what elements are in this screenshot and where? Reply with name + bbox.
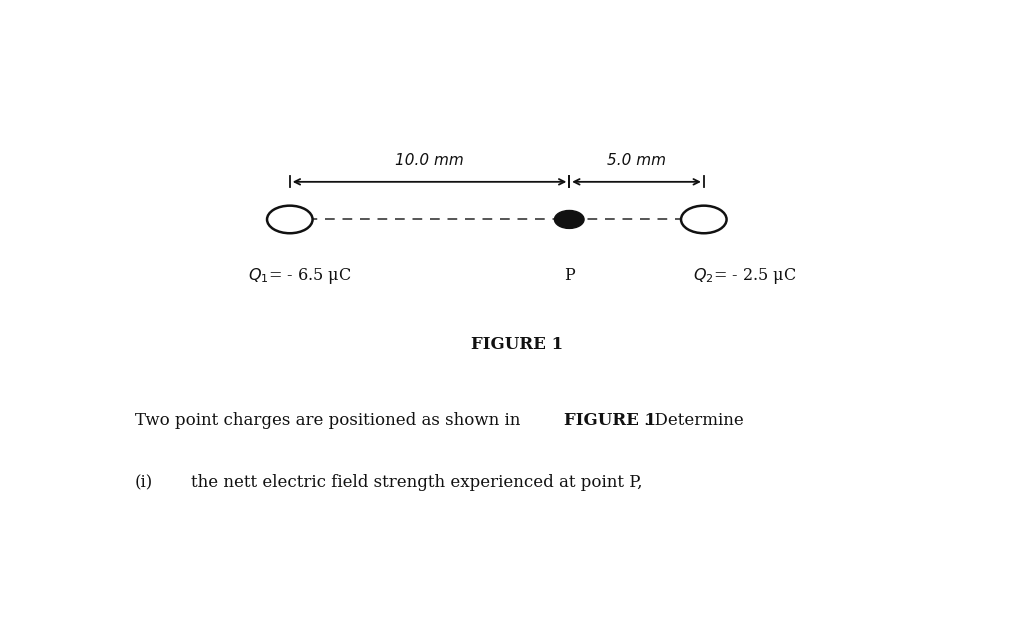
Text: 10.0 mm: 10.0 mm — [395, 153, 464, 168]
Text: Two point charges are positioned as shown in: Two point charges are positioned as show… — [135, 411, 525, 429]
Circle shape — [267, 206, 313, 233]
Text: FIGURE 1: FIGURE 1 — [471, 336, 564, 354]
Circle shape — [681, 206, 727, 233]
Text: the nett electric field strength experienced at point P,: the nett electric field strength experie… — [191, 474, 643, 492]
Text: FIGURE 1: FIGURE 1 — [564, 411, 656, 429]
Circle shape — [555, 211, 584, 228]
Text: . Determine: . Determine — [644, 411, 743, 429]
Text: P: P — [564, 267, 574, 285]
Text: $Q_1$= - 6.5 μC: $Q_1$= - 6.5 μC — [248, 266, 352, 286]
Text: (i): (i) — [135, 474, 153, 492]
Text: $Q_2$= - 2.5 μC: $Q_2$= - 2.5 μC — [693, 266, 797, 286]
Text: 5.0 mm: 5.0 mm — [607, 153, 667, 168]
